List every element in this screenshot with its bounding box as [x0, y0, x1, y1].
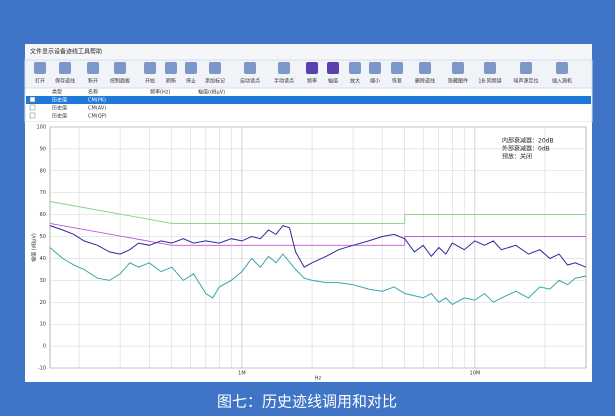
toolbar-icon[interactable]: [391, 62, 403, 74]
toolbar-label[interactable]: 打开: [35, 78, 45, 85]
annotation: 外部衰减器：0dB: [502, 145, 550, 153]
menu-bar: [25, 44, 592, 60]
row-checkbox[interactable]: [29, 104, 36, 111]
trace-line: [49, 222, 586, 246]
toolbar-icon[interactable]: [34, 62, 46, 74]
toolbar-label[interactable]: 刷新: [166, 78, 176, 85]
toolbar-label[interactable]: 开始: [145, 78, 155, 85]
trace-line: [49, 225, 587, 268]
table-cell[interactable]: 历史值: [52, 113, 67, 120]
x-tick-label: 10M: [470, 371, 481, 377]
x-axis-label: Hz: [315, 376, 322, 382]
menu-item[interactable]: 工具: [78, 49, 90, 56]
toolbar-label[interactable]: 1B:同频谱: [478, 78, 501, 85]
y-tick-label: 80: [40, 168, 46, 174]
toolbar-icon[interactable]: [419, 62, 431, 74]
y-tick-label: 30: [40, 278, 46, 284]
plot-area: [49, 126, 587, 369]
toolbar-label[interactable]: 新开: [88, 78, 98, 85]
annotation: 预放：关闭: [502, 153, 532, 161]
toolbar-label[interactable]: 控制面板: [110, 78, 130, 85]
toolbar-label[interactable]: 手动读点: [274, 78, 294, 85]
toolbar-icon[interactable]: [484, 62, 496, 74]
y-tick-label: 100: [36, 125, 46, 131]
y-axis-label: 幅值 (dBμV): [31, 233, 38, 262]
y-tick-label: -10: [38, 366, 46, 372]
annotation: 内部衰减器：20dB: [502, 137, 554, 145]
y-tick-label: 70: [40, 190, 46, 196]
x-tick-label: 1M: [238, 371, 246, 377]
table-header: 名称: [88, 89, 98, 96]
toolbar-label[interactable]: 放大: [350, 78, 360, 85]
toolbar-icon[interactable]: [369, 62, 381, 74]
y-tick-label: 60: [40, 212, 46, 218]
y-tick-label: 40: [40, 256, 46, 262]
toolbar-label[interactable]: 停止: [186, 78, 196, 85]
toolbar-icon[interactable]: [114, 62, 126, 74]
toolbar-label[interactable]: 缩小: [370, 78, 380, 85]
toolbar-icon[interactable]: [165, 62, 177, 74]
table-cell[interactable]: CM(QP): [88, 114, 107, 120]
toolbar-icon[interactable]: [556, 62, 568, 74]
toolbar-icon[interactable]: [327, 62, 339, 74]
y-tick-label: 0: [43, 344, 46, 350]
trace-line: [49, 201, 586, 224]
row-checkbox[interactable]: [29, 112, 36, 119]
row-checkbox[interactable]: [29, 96, 36, 103]
toolbar-label[interactable]: 幅值: [328, 78, 338, 85]
toolbar-icon[interactable]: [244, 62, 256, 74]
toolbar-icon[interactable]: [209, 62, 221, 74]
selected-row: [26, 96, 591, 104]
toolbar-icon[interactable]: [278, 62, 290, 74]
menu-item[interactable]: 帮助: [90, 48, 102, 56]
toolbar-label[interactable]: 频率: [307, 78, 317, 85]
trace-line: [49, 247, 587, 306]
toolbar-label[interactable]: 自动读点: [240, 78, 260, 85]
table-header: 类型: [52, 89, 62, 96]
toolbar-label[interactable]: 噪声源定位: [513, 78, 538, 85]
toolbar-icon[interactable]: [87, 62, 99, 74]
toolbar-icon[interactable]: [185, 62, 197, 74]
trace-table: [24, 87, 593, 123]
table-cell[interactable]: CM(AV): [88, 106, 106, 112]
table-cell[interactable]: 历史值: [52, 97, 67, 104]
toolbar-icon[interactable]: [349, 62, 361, 74]
menu-item[interactable]: 迹线: [66, 48, 78, 56]
menu-item[interactable]: 文件: [30, 48, 42, 56]
menu-item[interactable]: 设备: [54, 48, 66, 56]
toolbar-icon[interactable]: [452, 62, 464, 74]
y-tick-label: 90: [40, 146, 46, 152]
toolbar-icon[interactable]: [306, 62, 318, 74]
y-tick-label: 50: [40, 234, 46, 240]
table-cell[interactable]: 历史值: [52, 105, 67, 112]
y-tick-label: 10: [40, 322, 46, 328]
toolbar-label[interactable]: 隐藏图件: [448, 78, 468, 85]
table-header: 幅值(dBμV): [198, 89, 225, 96]
table-cell[interactable]: CM(PK): [88, 98, 106, 104]
toolbar-label[interactable]: 删除迹线: [415, 78, 435, 85]
caption: 图七：历史迹线调用和对比: [217, 393, 397, 411]
toolbar-label[interactable]: 插入源机: [552, 78, 572, 85]
toolbar-icon[interactable]: [520, 62, 532, 74]
toolbar-label[interactable]: 添加标记: [205, 78, 225, 85]
toolbar-icon[interactable]: [59, 62, 71, 74]
toolbar-label[interactable]: 恢复: [392, 78, 402, 85]
y-tick-label: 20: [40, 300, 46, 306]
toolbar-icon[interactable]: [144, 62, 156, 74]
toolbar-label[interactable]: 保存迹线: [55, 78, 75, 85]
menu-item[interactable]: 显示: [42, 49, 54, 56]
table-header: 频率(Hz): [150, 89, 170, 96]
